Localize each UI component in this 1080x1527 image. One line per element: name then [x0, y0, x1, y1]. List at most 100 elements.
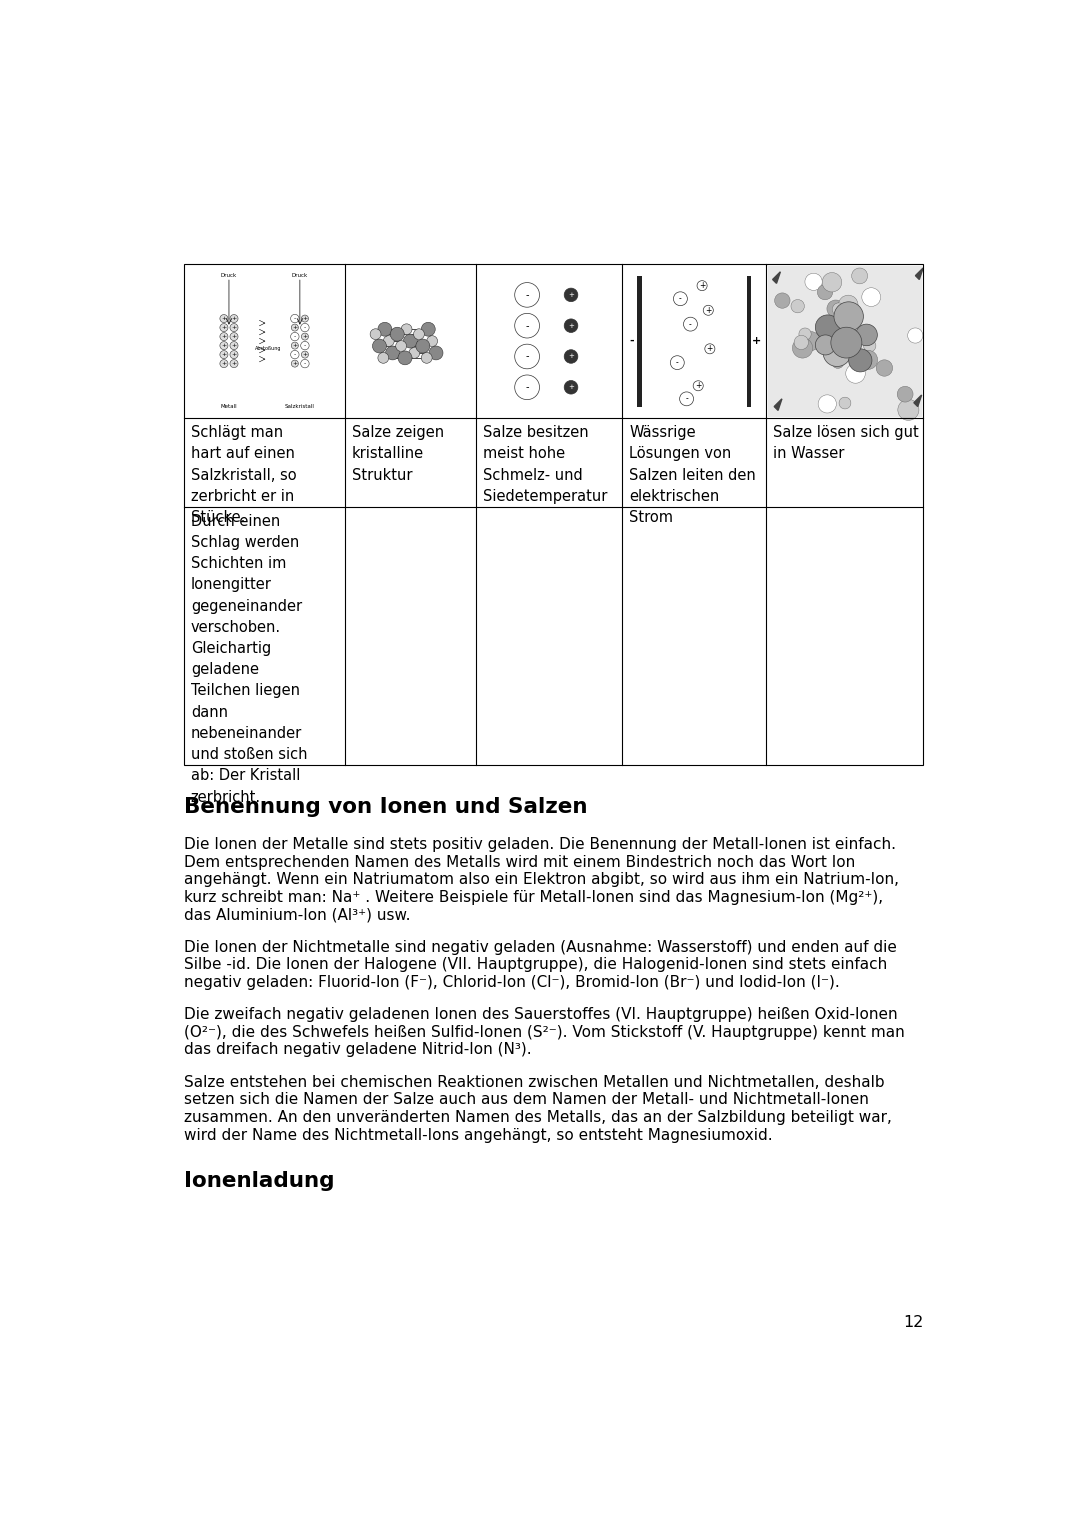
Circle shape — [564, 350, 578, 363]
Circle shape — [564, 289, 578, 302]
Circle shape — [409, 348, 420, 359]
Circle shape — [839, 397, 851, 409]
Circle shape — [564, 319, 578, 333]
Circle shape — [855, 324, 877, 345]
Circle shape — [230, 360, 238, 368]
Polygon shape — [774, 399, 782, 411]
Circle shape — [838, 295, 858, 315]
Circle shape — [794, 336, 809, 350]
Circle shape — [832, 356, 843, 368]
Text: Salze lösen sich gut
in Wasser: Salze lösen sich gut in Wasser — [773, 425, 919, 461]
Circle shape — [703, 305, 713, 315]
Bar — [477, 266, 621, 417]
Circle shape — [564, 380, 578, 394]
Text: +: + — [568, 353, 573, 359]
Circle shape — [421, 322, 435, 336]
Circle shape — [805, 273, 822, 290]
Text: +: + — [231, 334, 237, 339]
Text: +: + — [753, 336, 761, 347]
Text: kurz schreibt man: Na⁺ . Weitere Beispiele für Metall-Ionen sind das Magnesium-I: kurz schreibt man: Na⁺ . Weitere Beispie… — [184, 890, 883, 904]
Polygon shape — [772, 272, 781, 284]
Circle shape — [383, 336, 394, 347]
Circle shape — [291, 315, 299, 322]
Circle shape — [230, 315, 238, 322]
Text: +: + — [221, 353, 227, 357]
Text: -: - — [294, 353, 296, 357]
Text: +: + — [293, 360, 297, 366]
Text: -: - — [303, 325, 306, 330]
Bar — [637, 276, 642, 406]
Circle shape — [793, 337, 812, 359]
Text: +: + — [221, 334, 227, 339]
Text: wird der Name des Nichtmetall-Ions angehängt, so entsteht Magnesiumoxid.: wird der Name des Nichtmetall-Ions angeh… — [184, 1127, 772, 1142]
Text: -: - — [303, 344, 306, 348]
Circle shape — [831, 327, 862, 357]
Text: -: - — [676, 359, 678, 366]
Text: -: - — [689, 319, 692, 328]
Text: (O²⁻), die des Schwefels heißen Sulfid-Ionen (S²⁻). Vom Stickstoff (V. Hauptgrup: (O²⁻), die des Schwefels heißen Sulfid-I… — [184, 1025, 905, 1040]
Circle shape — [818, 284, 833, 299]
Text: Salze entstehen bei chemischen Reaktionen zwischen Metallen und Nichtmetallen, d: Salze entstehen bei chemischen Reaktione… — [184, 1075, 885, 1090]
Circle shape — [220, 342, 228, 350]
Polygon shape — [916, 267, 923, 279]
Text: negativ geladen: Fluorid-Ion (F⁻), Chlorid-Ion (Cl⁻), Bromid-Ion (Br⁻) und Iodid: negativ geladen: Fluorid-Ion (F⁻), Chlor… — [184, 974, 839, 989]
Circle shape — [799, 328, 811, 341]
Circle shape — [427, 336, 437, 347]
Text: Dem entsprechenden Namen des Metalls wird mit einem Bindestrich noch das Wort Io: Dem entsprechenden Namen des Metalls wir… — [184, 855, 855, 869]
Text: -: - — [294, 334, 296, 339]
Circle shape — [515, 313, 540, 337]
Bar — [624, 266, 765, 417]
Text: +: + — [699, 281, 705, 290]
Circle shape — [834, 302, 863, 331]
Circle shape — [823, 339, 851, 366]
Circle shape — [679, 392, 693, 406]
Circle shape — [230, 333, 238, 341]
Text: +: + — [231, 360, 237, 366]
Text: +: + — [221, 344, 227, 348]
Circle shape — [815, 315, 840, 339]
Text: +: + — [302, 353, 308, 357]
Circle shape — [414, 328, 424, 339]
Circle shape — [291, 350, 299, 359]
Circle shape — [774, 293, 791, 308]
Text: das Aluminium-Ion (Al³⁺) usw.: das Aluminium-Ion (Al³⁺) usw. — [184, 907, 410, 922]
Text: -: - — [685, 394, 688, 403]
Circle shape — [292, 360, 298, 366]
Text: Die Ionen der Nichtmetalle sind negativ geladen (Ausnahme: Wasserstoff) und ende: Die Ionen der Nichtmetalle sind negativ … — [184, 939, 896, 954]
Bar — [746, 276, 752, 406]
Text: +: + — [293, 344, 297, 348]
Circle shape — [671, 356, 685, 370]
Text: +: + — [293, 325, 297, 330]
Circle shape — [816, 334, 836, 354]
Text: -: - — [525, 382, 529, 392]
Circle shape — [370, 328, 381, 339]
Text: 12: 12 — [903, 1315, 923, 1330]
Text: -: - — [630, 336, 634, 347]
Text: zusammen. An den unveränderten Namen des Metalls, das an der Salzbildung beteili: zusammen. An den unveränderten Namen des… — [184, 1110, 892, 1125]
Circle shape — [897, 400, 919, 420]
Circle shape — [674, 292, 687, 305]
Circle shape — [300, 324, 309, 331]
Circle shape — [693, 380, 703, 391]
Text: -: - — [525, 290, 529, 299]
Circle shape — [705, 344, 715, 354]
Circle shape — [897, 386, 913, 402]
Circle shape — [230, 324, 238, 331]
Bar — [767, 264, 923, 418]
Text: Die Ionen der Metalle sind stets positiv geladen. Die Benennung der Metall-Ionen: Die Ionen der Metalle sind stets positiv… — [184, 837, 895, 852]
Circle shape — [292, 342, 298, 350]
Bar — [768, 266, 921, 417]
Polygon shape — [914, 395, 921, 406]
Text: Metall: Metall — [220, 403, 238, 409]
Circle shape — [404, 334, 417, 348]
Text: setzen sich die Namen der Salze auch aus dem Namen der Metall- und Nichtmetall-I: setzen sich die Namen der Salze auch aus… — [184, 1092, 868, 1107]
Text: +: + — [706, 344, 713, 353]
Text: -: - — [679, 295, 681, 304]
Bar — [186, 266, 343, 417]
Text: Druck: Druck — [292, 273, 308, 278]
Circle shape — [515, 376, 540, 400]
Circle shape — [395, 341, 406, 351]
Text: +: + — [568, 322, 573, 328]
Circle shape — [864, 339, 876, 351]
Circle shape — [421, 353, 432, 363]
